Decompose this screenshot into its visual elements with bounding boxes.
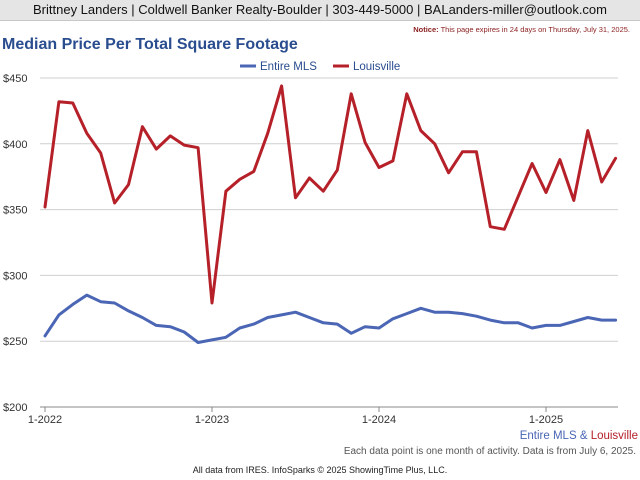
grid-lines: [40, 77, 618, 408]
x-tick-label: 1-2023: [195, 414, 229, 426]
series-caption-amp: &: [576, 430, 591, 442]
email-address: BALanders-miller@outlook.com: [424, 2, 607, 17]
header-separator: |: [321, 2, 333, 17]
chart-title: Median Price Per Total Square Footage: [2, 36, 298, 53]
notice-label: Notice:: [413, 25, 439, 34]
legend-label-louisville: Louisville: [353, 61, 400, 73]
notice-text: This page expires in 24 days on Thursday…: [438, 25, 630, 34]
series-caption: Entire MLS & Louisville: [520, 430, 638, 442]
legend-label-entire-mls: Entire MLS: [260, 61, 317, 73]
company-name: Coldwell Banker Realty-Boulder: [138, 2, 322, 17]
y-axis-ticks: $200 $250 $300 $350 $400 $450: [3, 73, 27, 414]
x-tick-label: 1-2025: [529, 414, 563, 426]
expiration-notice: Notice: This page expires in 24 days on …: [413, 25, 630, 34]
header-separator: |: [127, 2, 139, 17]
phone-number: 303-449-5000: [332, 2, 414, 17]
x-axis: 1-2022 1-2023 1-2024 1-2025: [28, 407, 563, 426]
header-separator: |: [413, 2, 424, 17]
y-tick-label: $350: [3, 205, 27, 217]
y-tick-label: $250: [3, 336, 27, 348]
x-tick-label: 1-2022: [28, 414, 62, 426]
series-line-louisville: [43, 84, 618, 305]
agent-name: Brittney Landers: [33, 2, 128, 17]
y-tick-label: $200: [3, 402, 27, 414]
y-tick-label: $400: [3, 139, 27, 151]
data-caption: Each data point is one month of activity…: [343, 446, 636, 457]
x-tick-label: 1-2024: [362, 414, 396, 426]
series-caption-louisville: Louisville: [590, 430, 638, 442]
y-tick-label: $300: [3, 270, 27, 282]
y-tick-label: $450: [3, 73, 27, 85]
series-caption-entire-mls: Entire MLS: [519, 430, 577, 442]
series-line-entire-mls: [43, 293, 618, 344]
legend: Entire MLS Louisville: [240, 61, 400, 73]
series-lines: [43, 84, 618, 344]
header-bar: Brittney Landers | Coldwell Banker Realt…: [0, 0, 640, 21]
footer-credit: All data from IRES. InfoSparks © 2025 Sh…: [192, 465, 448, 475]
